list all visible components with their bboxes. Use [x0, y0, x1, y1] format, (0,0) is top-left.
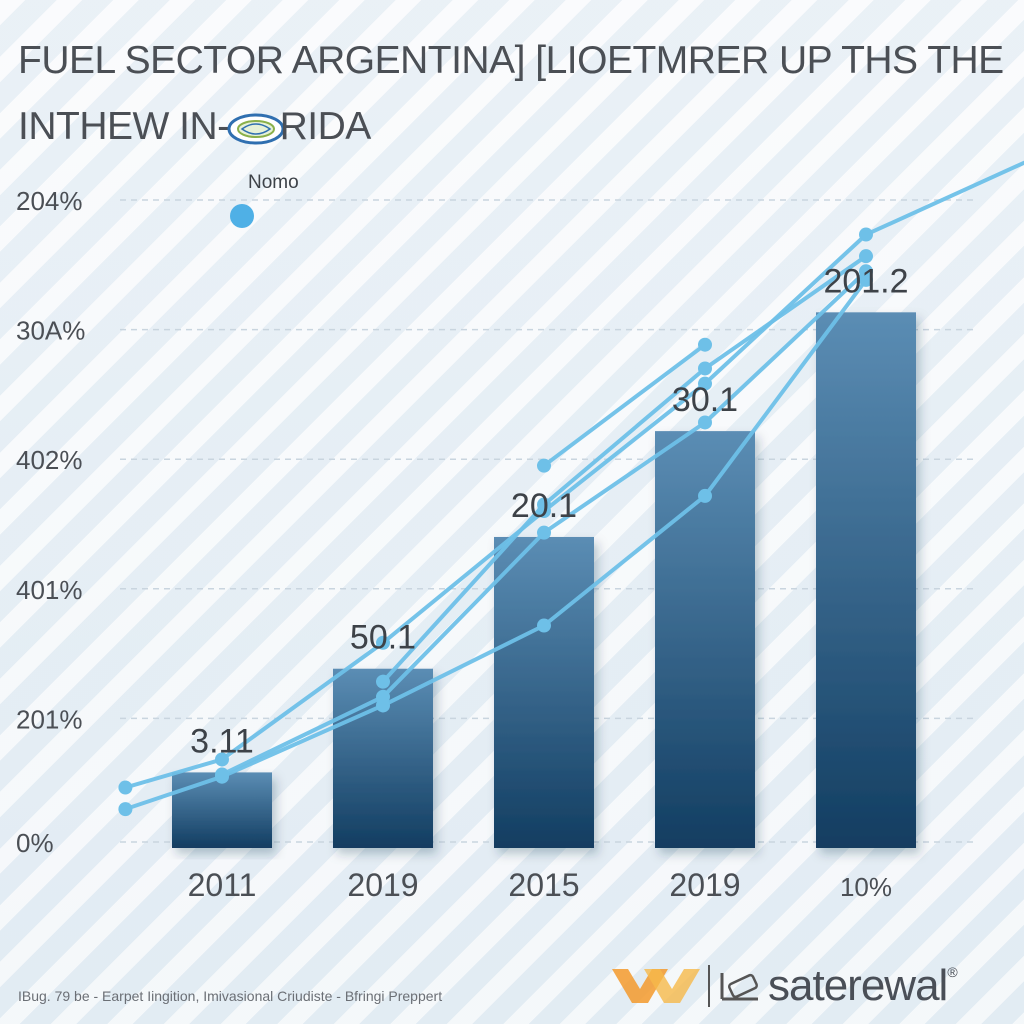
series-point	[859, 264, 873, 279]
title-line-2-start: INTHEW IN-	[18, 105, 230, 148]
brand-separator	[708, 965, 710, 1007]
series-line	[123, 277, 868, 812]
x-tick-label: 2015	[508, 867, 579, 903]
y-tick-label: 30A%	[16, 316, 85, 346]
series-point	[698, 488, 712, 503]
data-label: 20.1	[511, 487, 577, 525]
bar	[172, 772, 272, 848]
footer-caption: IBug. 79 be - Earpet Iingition, Imivasio…	[18, 988, 443, 1004]
legend-label: Nomo	[248, 172, 299, 193]
series-point	[859, 227, 873, 242]
x-tick-label: 2019	[669, 867, 740, 903]
data-label: 30.1	[672, 381, 738, 419]
brand-name: saterewal	[768, 961, 948, 1010]
series-line	[542, 342, 707, 468]
data-label: 50.1	[350, 619, 416, 657]
x-tick-label: 2019	[347, 867, 418, 903]
series-point	[537, 525, 551, 540]
series-point	[118, 780, 133, 795]
series-point	[698, 415, 712, 430]
y-tick-label: 204%	[16, 186, 83, 216]
series-line	[381, 254, 868, 684]
chart-title: FUEL SECTOR ARGENTINA] [LIOETMRER UP THS…	[18, 28, 1008, 160]
chart-labels: 0% 201% 401% 402% 30A% 204% 3.11 2011 50.1 2019 20…	[16, 186, 909, 903]
y-tick-label: 0%	[16, 828, 54, 858]
series-point	[376, 635, 390, 650]
series-point	[537, 458, 551, 473]
title-line-1: FUEL SECTOR ARGENTINA] [LIOETMRER UP THS…	[18, 39, 1004, 82]
x-tick-label: 10%	[840, 872, 892, 902]
emblem-logo-icon	[227, 113, 285, 145]
data-label: 3.11	[190, 722, 254, 760]
series-point	[859, 249, 873, 264]
brand-registered-mark: ®	[947, 964, 958, 980]
series-point	[537, 618, 551, 633]
series-point	[376, 674, 390, 689]
wallet-icon	[720, 973, 759, 1001]
y-tick-label: 402%	[16, 445, 83, 475]
y-tick-label: 201%	[16, 704, 83, 734]
brand-mark-icon	[612, 969, 700, 1003]
bars	[172, 312, 916, 848]
bar	[816, 312, 916, 848]
series-point	[376, 689, 390, 704]
brand-watermark: saterewal ®	[610, 958, 958, 1014]
overlay-lines	[118, 160, 1024, 817]
series-point	[698, 376, 712, 391]
legend: Nomo	[230, 172, 299, 228]
title-line-2-end: RIDA	[279, 105, 372, 148]
legend-dot	[230, 204, 254, 228]
series-point	[537, 497, 551, 512]
series-point	[698, 337, 712, 352]
series-point	[215, 767, 229, 782]
data-label: 201.2	[823, 262, 908, 300]
y-tick-label: 401%	[16, 575, 83, 605]
title-line-2: INTHEW IN- RIDA	[18, 94, 1008, 160]
series-point	[215, 752, 229, 767]
bar	[494, 536, 594, 848]
series-point	[118, 802, 133, 817]
x-tick-label: 2011	[188, 867, 257, 903]
series-point	[698, 361, 712, 376]
